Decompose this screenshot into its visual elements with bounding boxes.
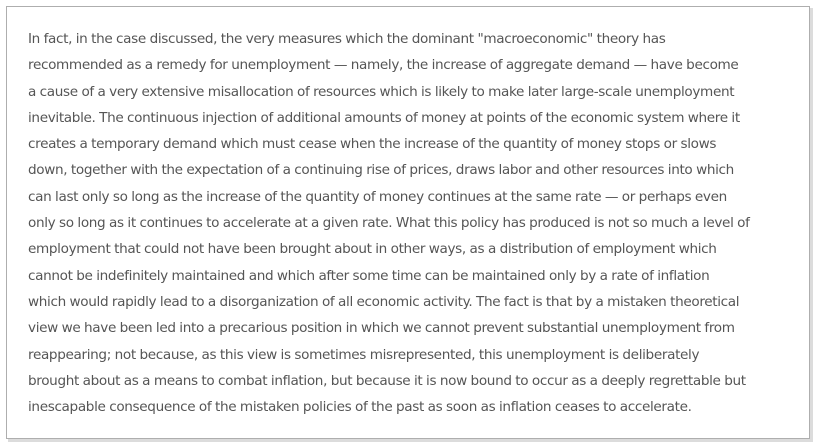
text-line: employment that could not have been brou…: [28, 241, 717, 258]
text-line: recommended as a remedy for unemployment…: [28, 57, 739, 74]
text-line: down, together with the expectation of a…: [28, 162, 734, 179]
text-line: a cause of a very extensive misallocatio…: [28, 83, 735, 100]
text-line: can last only so long as the increase of…: [28, 188, 727, 205]
text-line: inevitable. The continuous injection of …: [28, 109, 740, 126]
quote-paragraph: In fact, in the case discussed, the very…: [28, 26, 800, 420]
text-line: cannot be indefinitely maintained and wh…: [28, 267, 710, 284]
text-line: inescapable consequence of the mistaken …: [28, 399, 692, 416]
text-line: only so long as it continues to accelera…: [28, 215, 750, 232]
frame-shadow-bottom: [8, 439, 813, 442]
text-line: creates a temporary demand which must ce…: [28, 136, 717, 153]
text-line: reappearing; not because, as this view i…: [28, 346, 700, 363]
frame-shadow-right: [810, 8, 813, 441]
text-line: view we have been led into a precarious …: [28, 320, 735, 337]
text-line: In fact, in the case discussed, the very…: [28, 31, 666, 47]
quote-box: In fact, in the case discussed, the very…: [6, 6, 810, 439]
text-line: which would rapidly lead to a disorganiz…: [28, 293, 740, 310]
text-line: brought about as a means to combat infla…: [28, 372, 746, 389]
